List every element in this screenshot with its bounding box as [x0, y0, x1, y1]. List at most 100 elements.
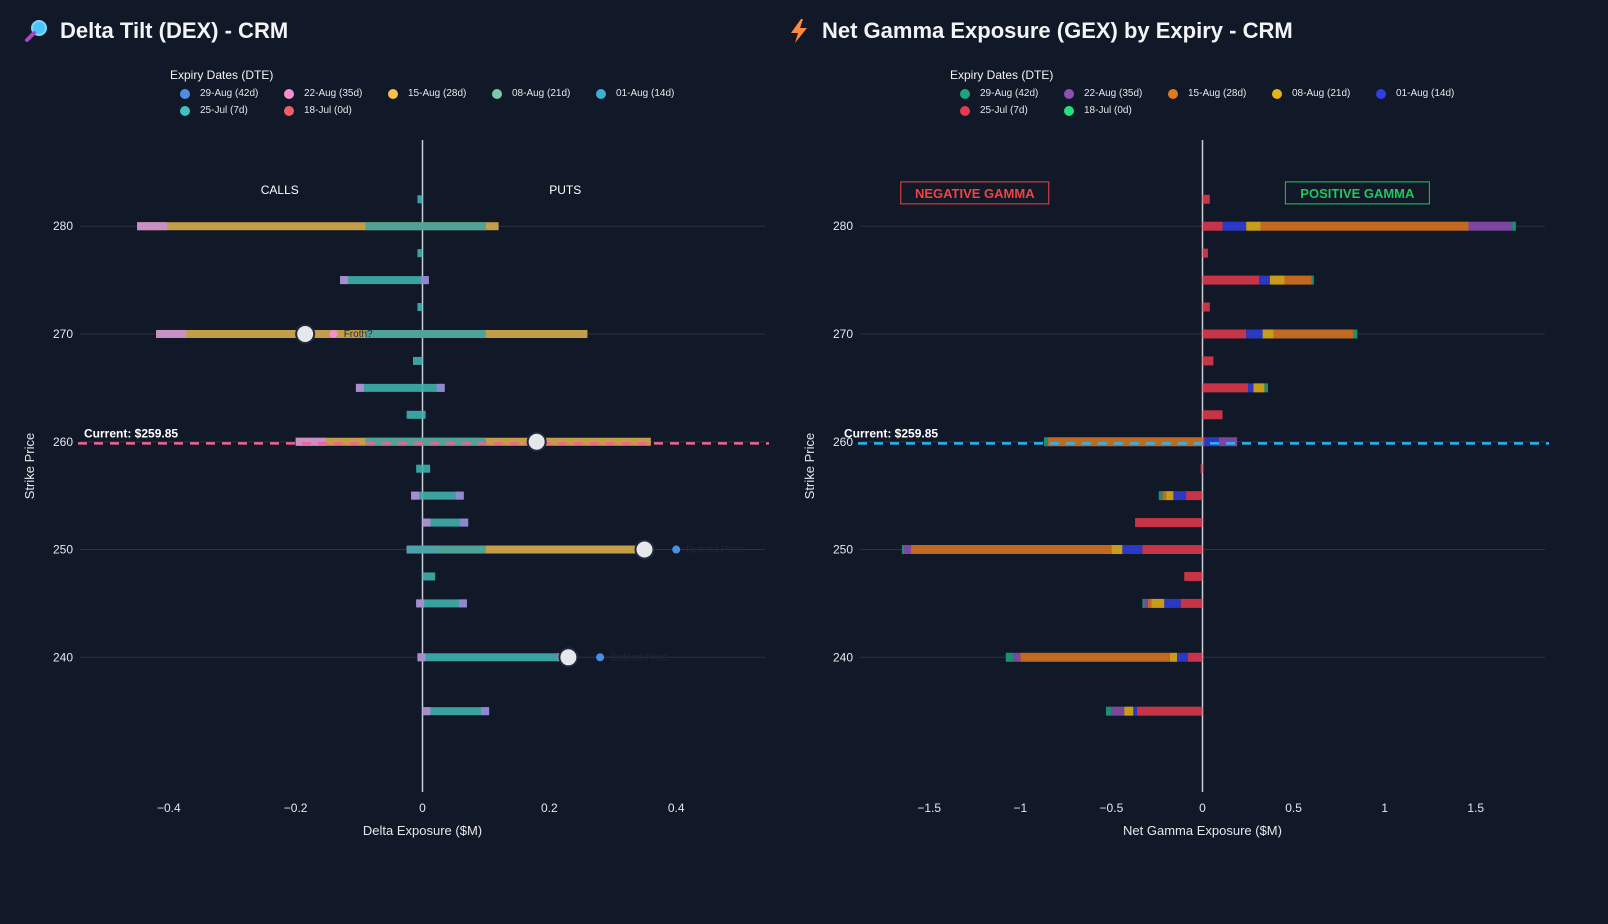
gex-bar-segment [1253, 383, 1265, 393]
gex-legend-item[interactable]: 08-Aug (21d) [1262, 88, 1366, 99]
gex-bar-segment [1184, 571, 1203, 581]
gex-ytick-label: 250 [833, 543, 853, 557]
dex-bar-segment [340, 276, 349, 285]
gex-legend-item[interactable]: 18-Jul (0d) [1054, 105, 1158, 116]
dex-xtick-label: 0.4 [668, 801, 685, 815]
legend-label: 18-Jul (0d) [1084, 105, 1132, 116]
gex-bar-segment [1202, 275, 1259, 285]
dex-xtick-label: 0 [419, 801, 426, 815]
dex-ytick-label: 280 [53, 219, 73, 233]
gex-bar-segment [1246, 221, 1261, 231]
gex-legend-item[interactable]: 15-Aug (28d) [1158, 88, 1262, 99]
dex-marker [558, 647, 579, 668]
magnifier-icon [24, 18, 50, 44]
gex-bar-segment [1147, 598, 1152, 608]
dex-xtick-label: −0.2 [284, 801, 308, 815]
gex-title-text: Net Gamma Exposure (GEX) by Expiry - CRM [822, 18, 1293, 43]
gex-bar-segment [1260, 221, 1469, 231]
dex-bar-segment [420, 276, 429, 285]
legend-marker-icon [1272, 88, 1282, 99]
dex-ytick-label: 250 [53, 543, 73, 557]
gex-bar-segment [1124, 706, 1134, 716]
gex-bar-segment [1111, 545, 1123, 555]
dex-legend-item[interactable]: 22-Aug (35d) [274, 88, 378, 99]
dex-bar [422, 518, 469, 527]
dex-bar [411, 491, 464, 500]
gex-legend-item[interactable]: 01-Aug (14d) [1366, 88, 1470, 99]
gex-bar-segment [1144, 598, 1148, 608]
gex-ytick-label: 260 [833, 435, 853, 449]
dex-marker [295, 323, 316, 344]
legend-label: 22-Aug (35d) [304, 88, 363, 99]
gex-xtick-label: 0.5 [1285, 801, 1302, 815]
gex-bar-segment [1005, 652, 1014, 662]
gex-negative-box [900, 181, 1050, 205]
dex-x-axis-title: Delta Exposure ($M) [363, 823, 482, 838]
gex-bar-segment [1136, 706, 1203, 716]
legend-label: 25-Jul (7d) [200, 105, 248, 116]
dex-legend-item[interactable]: 15-Aug (28d) [378, 88, 482, 99]
dex-bar-segment [365, 222, 486, 231]
gex-ytick-label: 280 [833, 219, 853, 233]
dex-legend-item[interactable]: 25-Jul (7d) [170, 105, 274, 116]
gex-bar-segment [1013, 652, 1021, 662]
legend-marker-icon [492, 88, 502, 99]
annotation-icon [672, 545, 681, 554]
dex-bar-segment [460, 518, 469, 527]
dex-bar [355, 383, 445, 392]
legend-marker-icon [388, 88, 398, 99]
dex-title-text: Delta Tilt (DEX) - CRM [60, 18, 289, 43]
gex-xtick-label: 0 [1199, 801, 1206, 815]
dex-legend-item[interactable]: 29-Aug (42d) [170, 88, 274, 99]
dex-ytick-label: 270 [53, 327, 73, 341]
dex-bar-segment [481, 707, 490, 716]
legend-marker-icon [1168, 88, 1178, 99]
gex-bar-segment [1512, 221, 1516, 231]
gex-bar-segment [1202, 248, 1208, 258]
dex-bar-segment [416, 599, 425, 608]
gex-bar-segment [1264, 383, 1269, 393]
gex-legend-item[interactable]: 29-Aug (42d) [950, 88, 1054, 99]
dex-bar-segment [458, 599, 467, 608]
gex-bar-segment [1162, 491, 1167, 501]
legend-marker-icon [284, 88, 294, 99]
gex-chart: 240 250 260 270 280 −1.5 −1 −0.5 0 0.5 1 1.5 Net Gam… [802, 140, 1549, 838]
gex-bar-segment [1133, 706, 1137, 716]
dex-bar-segment [422, 707, 431, 716]
dex-bar-segment [422, 518, 431, 527]
dex-title: Delta Tilt (DEX) - CRM [24, 18, 288, 44]
dex-calls-label: CALLS [261, 183, 299, 197]
gex-legend-item[interactable]: 22-Aug (35d) [1054, 88, 1158, 99]
gex-legend-item[interactable]: 25-Jul (7d) [950, 105, 1054, 116]
gex-bar-segment [1142, 545, 1203, 555]
dex-legend-item[interactable]: 08-Aug (21d) [482, 88, 586, 99]
dex-xtick-label: −0.4 [157, 801, 181, 815]
gex-bar-segment [1186, 491, 1203, 501]
legend-marker-icon [1376, 88, 1386, 99]
legend-marker-icon [596, 88, 606, 99]
gex-bar-segment [1187, 652, 1203, 662]
gex-bar-segment [1202, 356, 1214, 366]
legend-marker-icon [180, 88, 190, 99]
gex-bar-segment [1468, 221, 1513, 231]
gex-bar-segment [1202, 194, 1210, 204]
dex-legend-item[interactable]: 18-Jul (0d) [274, 105, 378, 116]
gex-bar-segment [1258, 275, 1270, 285]
gex-xtick-label: −1 [1013, 801, 1027, 815]
dex-y-axis-title: Strike Price [22, 433, 37, 499]
annotation-icon [329, 329, 338, 338]
gex-bar-segment [1044, 437, 1048, 447]
legend-label: 29-Aug (42d) [200, 88, 259, 99]
gex-xtick-label: −0.5 [1100, 801, 1124, 815]
legend-label: 01-Aug (14d) [616, 88, 675, 99]
gex-x-axis-title: Net Gamma Exposure ($M) [1123, 823, 1282, 838]
legend-marker-icon [1064, 88, 1074, 99]
legend-label: 29-Aug (42d) [980, 88, 1039, 99]
dex-bar-segment [406, 545, 486, 554]
dex-legend-item[interactable]: 01-Aug (14d) [586, 88, 690, 99]
dex-bar [416, 599, 467, 608]
legend-label: 08-Aug (21d) [1292, 88, 1351, 99]
legend-label: 15-Aug (28d) [408, 88, 467, 99]
gex-positive-box [1284, 181, 1430, 205]
